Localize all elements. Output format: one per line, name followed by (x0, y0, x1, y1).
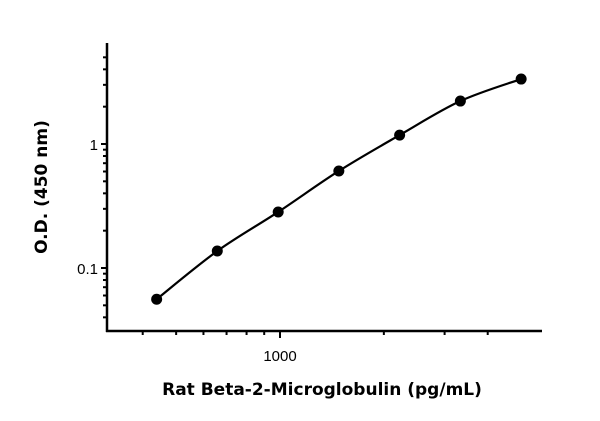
axes (105, 43, 542, 333)
y-axis-title: O.D. (450 nm) (32, 120, 52, 254)
data-points (151, 73, 527, 305)
data-point-marker (454, 95, 466, 107)
x-axis-ticks (141, 331, 489, 338)
y-axis-ticks (101, 56, 107, 319)
data-point-marker (515, 73, 527, 85)
data-point-marker (333, 165, 345, 177)
y-tick-label-0.1: 0.1 (77, 261, 98, 278)
data-point-marker (272, 206, 284, 218)
data-point-marker (211, 245, 223, 257)
data-point-marker (394, 129, 406, 141)
x-tick-label-1000: 1000 (263, 348, 296, 365)
y-tick-label-1: 1 (90, 137, 98, 154)
fit-curve (155, 78, 522, 301)
x-axis-title: Rat Beta-2-Microglobulin (pg/mL) (162, 380, 482, 400)
data-point-marker (151, 293, 163, 305)
